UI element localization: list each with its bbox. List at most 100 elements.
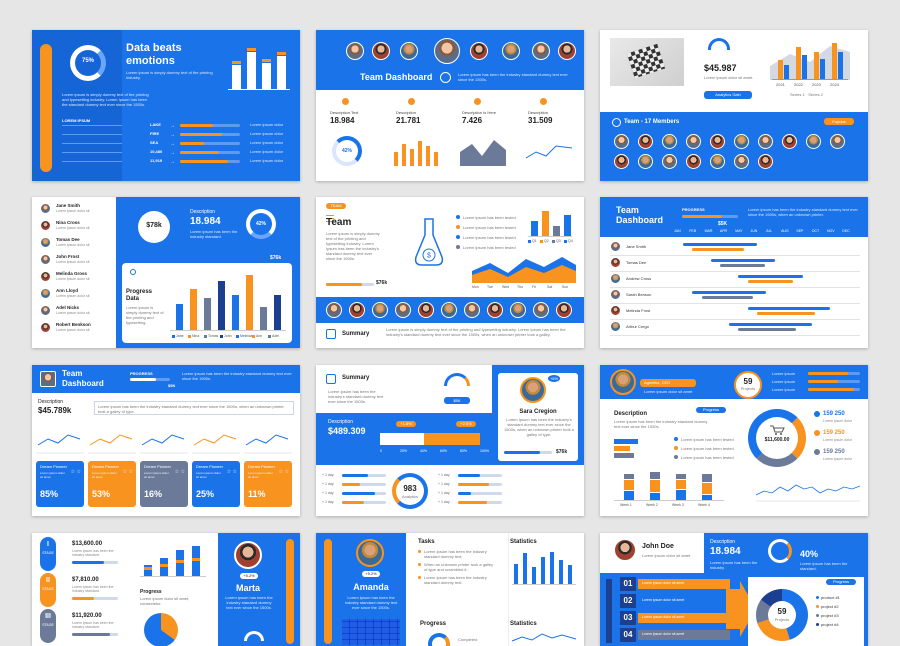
slider-track[interactable]: [458, 492, 502, 495]
day-label-2: Wed: [502, 285, 510, 289]
slide-stages-marta[interactable]: I STAGE $13,600.00 Lorem ipsum has been the…: [32, 533, 300, 646]
bar-1: [523, 553, 527, 584]
bar-0: [394, 152, 398, 166]
analytics-button[interactable]: Analytics Gain: [704, 91, 752, 99]
stack-seg-3-1: [702, 482, 712, 494]
slide-team-summary[interactable]: TEAM Team Lorem ipsum is simply dummy te…: [316, 197, 584, 348]
stage-value-0: $13,600.00: [72, 541, 103, 547]
slider-label: + 1 day: [322, 473, 334, 477]
slide-summary-profile[interactable]: Summary Lorem Ipsum has been the industr…: [316, 365, 584, 516]
stat-card-1[interactable]: Dream Pioneer Lorem ipsum dolor sit amet 5…: [88, 461, 136, 507]
slider-fill: [458, 474, 480, 477]
member-name-5: Arthur Crego: [626, 324, 649, 329]
gantt-bar-4: [756, 312, 815, 315]
member-avatar-5: [40, 288, 51, 299]
slide-data-beats[interactable]: 75% Data beats emotions Lorem ipsum is s…: [32, 30, 300, 181]
value: $45.789k: [38, 406, 72, 415]
bar-1: [542, 210, 549, 236]
slide-dashboard-cards[interactable]: Team Dashboard PROGRESS $5K Lorem ipsum …: [32, 365, 300, 516]
bar-blue-1: [802, 54, 807, 79]
month-label-7: AUG: [781, 229, 789, 233]
slider-track[interactable]: [458, 474, 502, 477]
team-avatar: [662, 134, 677, 149]
stage-roman-2: III: [45, 613, 51, 620]
slide-progress-data[interactable]: Jane Smith Lorem ipsum dolor sit Nina Cros…: [32, 197, 300, 348]
slide-analytics-team[interactable]: $45.987 Lorem ipsum dolor sit amet. Anal…: [600, 30, 868, 181]
stage-fill: [72, 561, 104, 564]
team-title: Team - 17 Members: [624, 119, 680, 125]
stat-card-0[interactable]: Dream Pioneer Lorem ipsum dolor sit amet 8…: [36, 461, 84, 507]
stat-icon-0: [342, 98, 349, 105]
stat-icon-1: [408, 98, 415, 105]
bar-cap-1: [247, 47, 256, 51]
area-chart: [460, 140, 506, 166]
legend-label-5: Ann: [256, 334, 263, 338]
slider-track[interactable]: [342, 483, 386, 486]
slider-track[interactable]: [342, 474, 386, 477]
member-name-1: Nina Cross: [56, 220, 80, 225]
bar-3: [277, 56, 286, 89]
area-chart: [472, 257, 576, 283]
day-label-5: Sat: [547, 285, 553, 289]
card-note: Lorem ipsum dolor sit amet: [248, 471, 273, 479]
slider-label: + 1 day: [322, 491, 334, 495]
line-chart: [525, 145, 573, 159]
stack-seg-0-0: [624, 490, 634, 500]
month-label-4: MAY: [735, 229, 743, 233]
cart-icon: [770, 425, 785, 435]
bar-orange-3: [832, 42, 837, 79]
legend-label-2: Q3: [556, 239, 561, 243]
mini-line-chart-4: [244, 423, 292, 457]
team-avatar: [372, 302, 388, 318]
slide-john-doe-steps[interactable]: John Doe Lorem ipsum dolor sit amet Desc…: [600, 533, 868, 646]
stage-note: Lorem ipsum has been the industry standa…: [72, 585, 114, 593]
card-note: Lorem ipsum dolor sit amet: [196, 471, 221, 479]
slider-track[interactable]: [458, 483, 502, 486]
stat-card-3[interactable]: Dream Pioneer Lorem ipsum dolor sit amet 2…: [192, 461, 240, 507]
team-avatar: [806, 134, 821, 149]
slide-amanda-tasks[interactable]: +5.2% Amanda Lorem ipsum has been the in…: [316, 533, 584, 646]
team-avatar: [510, 302, 526, 318]
bar-4: [550, 551, 554, 584]
team-avatar: [662, 154, 677, 169]
slider-track[interactable]: [342, 501, 386, 504]
slide-ceo-overview[interactable]: Agnelika, CEO Lorem ipsum dolor sit amet…: [600, 365, 868, 516]
stat-card-4[interactable]: Dream Pioneer Lorem ipsum dolor sit amet 1…: [244, 461, 292, 507]
team-avatar: [758, 134, 773, 149]
bar-cap-3: [277, 52, 286, 55]
bar-white: [380, 433, 424, 445]
slide-team-dashboard[interactable]: Team Dashboard Lorem ipsum has been the …: [316, 30, 584, 181]
progress-icon: [130, 269, 136, 275]
team-avatar: [830, 134, 845, 149]
bar-4: [232, 295, 239, 330]
arrow-icon: →: [170, 159, 175, 165]
step-number-0: 01: [623, 579, 633, 588]
big-arrow: [726, 581, 756, 637]
row-track: [180, 151, 240, 154]
popular-button[interactable]: Popular: [824, 118, 854, 125]
legend-swatch-3: [220, 335, 223, 338]
row-divider: [610, 303, 860, 304]
bar-4: [426, 146, 430, 166]
bar-0: [232, 64, 241, 89]
gauge-circle: [138, 211, 170, 243]
bar-7: [274, 295, 281, 330]
team-avatar: [782, 134, 797, 149]
profile-name: John Doe: [642, 543, 674, 550]
bar-2: [204, 298, 211, 330]
slide-gantt-dashboard[interactable]: Team Dashboard PROGRESS $5K Lorem ipsum …: [600, 197, 868, 348]
legend-label-1: Nina: [192, 334, 200, 338]
slider-track[interactable]: [342, 492, 386, 495]
ring-gauge: [70, 45, 106, 81]
gantt-bar-2: [747, 280, 793, 283]
team-avatar: [418, 302, 434, 318]
value: 18.984: [190, 216, 221, 227]
mini-line-chart-1: [88, 423, 136, 457]
gantt-bar-blue-1: [710, 259, 776, 262]
slider-track[interactable]: [458, 501, 502, 504]
row-line: [62, 143, 122, 144]
stat-note: Lorem ipsum dolor: [823, 419, 852, 423]
legend-dot-2: [816, 614, 819, 617]
member-name-1: Tomas Dee: [626, 260, 647, 265]
stat-card-2[interactable]: Dream Pioneer Lorem ipsum dolor sit amet 1…: [140, 461, 188, 507]
